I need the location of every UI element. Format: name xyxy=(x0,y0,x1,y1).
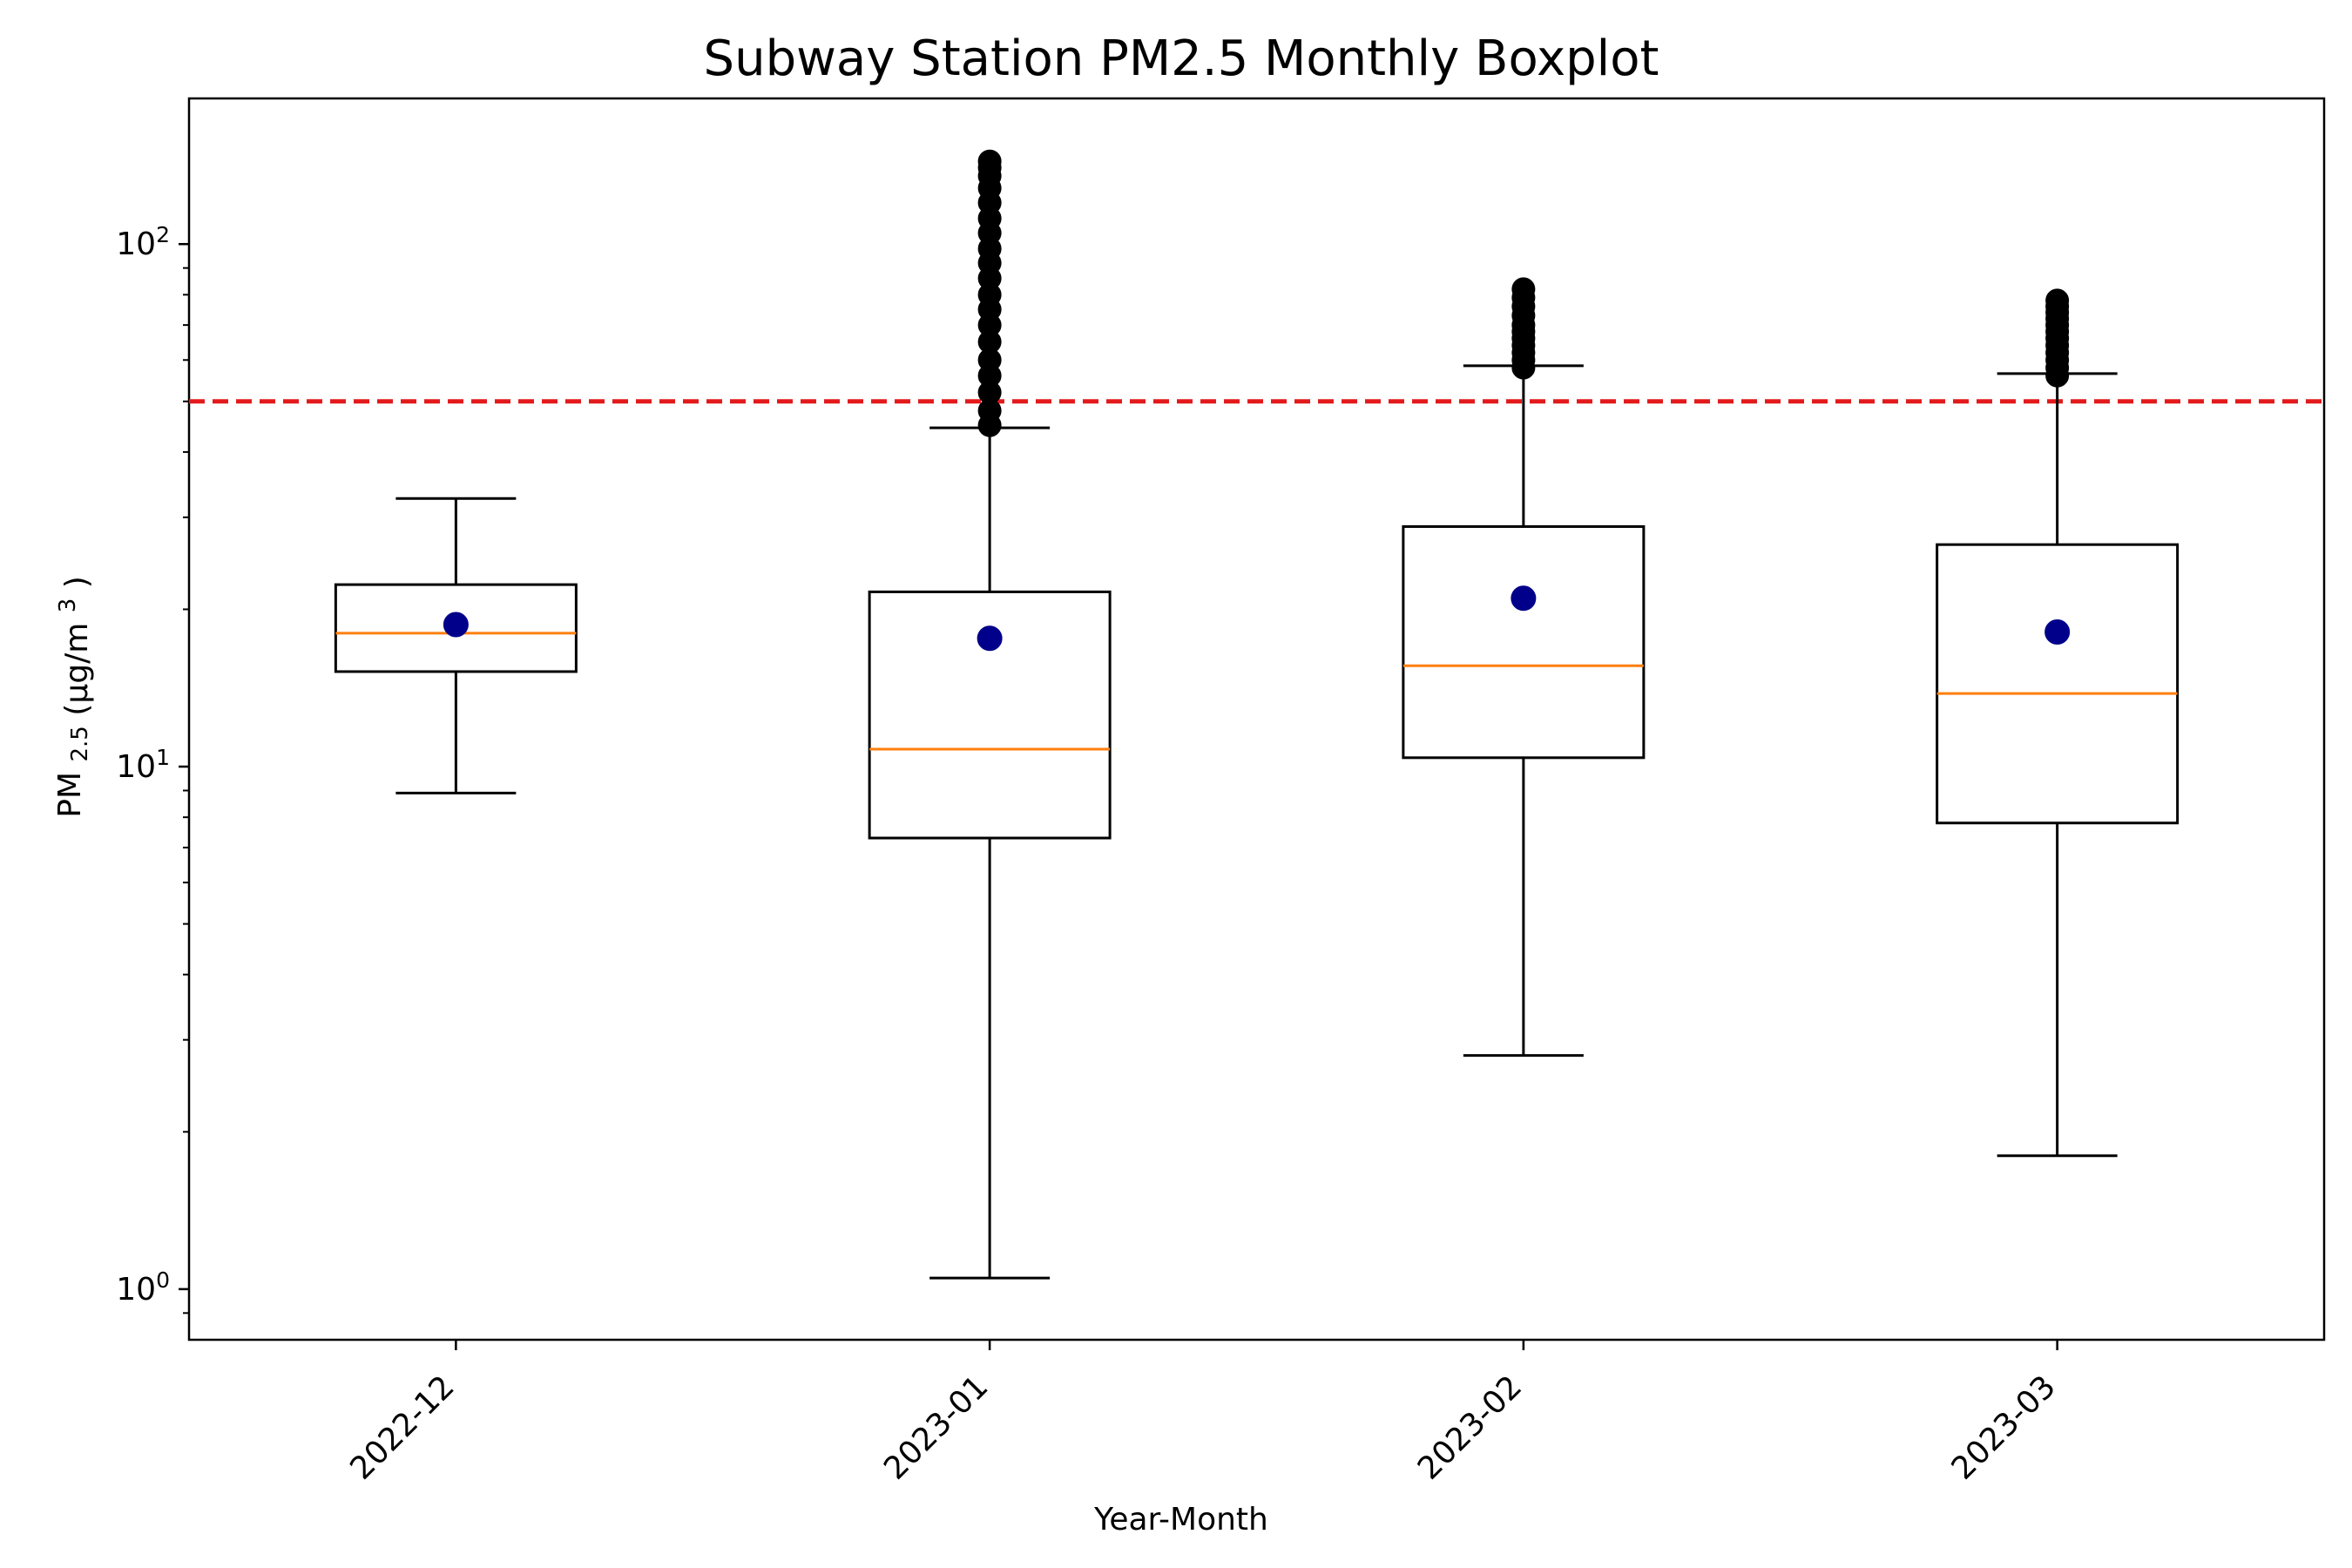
y-tick-label: 101 xyxy=(116,745,170,785)
boxplot-group xyxy=(1936,288,2180,1158)
interquartile-box xyxy=(334,583,578,673)
interquartile-box xyxy=(1402,524,1646,760)
outlier-point xyxy=(977,149,1002,173)
plot-frame xyxy=(187,97,2326,1342)
mean-point xyxy=(443,612,469,638)
y-axis-label-units-close: ) xyxy=(59,576,95,588)
chart-title: Subway Station PM2.5 Monthly Boxplot xyxy=(704,30,1659,87)
x-tick-label: 2023-03 xyxy=(1945,1369,2063,1486)
y-tick-label-base: 10 xyxy=(116,226,156,262)
y-tick-label-exponent: 2 xyxy=(156,222,170,247)
boxplot-group xyxy=(334,497,578,794)
mean-point xyxy=(2044,618,2071,645)
y-tick-label-base: 10 xyxy=(116,749,156,785)
y-tick-label-base: 10 xyxy=(116,1272,156,1308)
outlier-point xyxy=(1511,277,1536,301)
interquartile-box xyxy=(1936,543,2180,825)
y-axis-label: PM 2.5 (μg/m 3 ) xyxy=(47,576,95,818)
mean-point xyxy=(1511,585,1537,612)
mean-point xyxy=(977,625,1003,652)
interquartile-box xyxy=(868,590,1112,840)
y-axis-label-subscript: 2.5 xyxy=(67,726,93,761)
x-axis-label: Year-Month xyxy=(1093,1502,1268,1538)
y-tick-label: 102 xyxy=(116,222,170,262)
y-tick-label: 100 xyxy=(116,1267,170,1308)
x-tick-label: 2022-12 xyxy=(343,1369,461,1486)
y-axis-label-main: PM xyxy=(52,772,88,818)
x-tick-label: 2023-01 xyxy=(877,1369,995,1486)
y-tick-label-exponent: 0 xyxy=(156,1267,170,1293)
x-tick-label: 2023-02 xyxy=(1411,1369,1529,1486)
y-tick-label-exponent: 1 xyxy=(156,745,170,770)
outlier-point xyxy=(2045,288,2070,313)
boxplot-group xyxy=(868,149,1112,1280)
y-axis-label-units: (μg/m xyxy=(59,623,95,716)
boxplot-group xyxy=(1402,277,1646,1058)
y-axis-label-unit-exponent: 3 xyxy=(55,598,81,613)
